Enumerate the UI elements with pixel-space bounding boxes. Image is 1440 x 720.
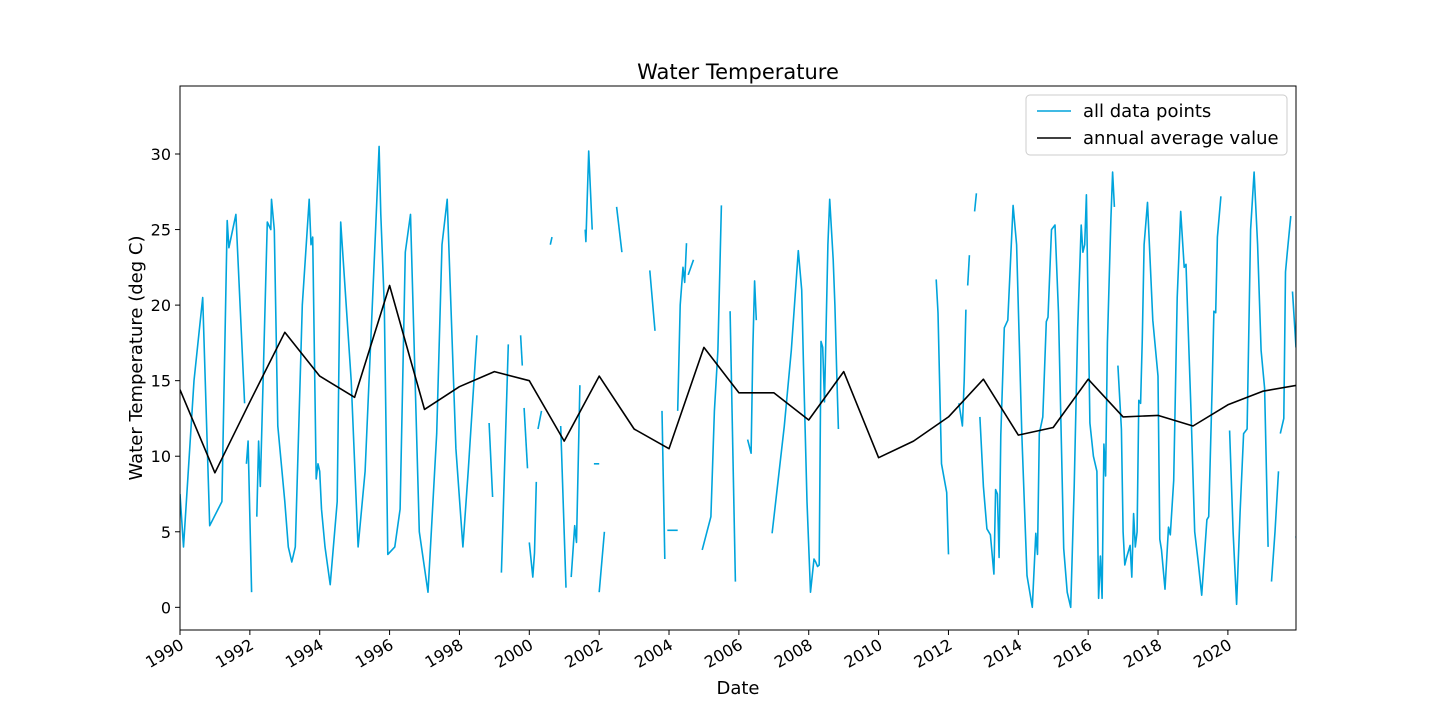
- series-all-data-points-line: [746, 280, 758, 455]
- series-annual-average-line: [180, 284, 1296, 474]
- x-tick-label: 1994: [282, 635, 327, 672]
- series-all-data-points-line: [729, 311, 737, 582]
- y-axis: 0 5 10 15 20 25 30: [151, 145, 180, 617]
- chart-title: Water Temperature: [637, 60, 839, 84]
- x-tick-label: 2006: [701, 635, 746, 672]
- x-tick-label: 2018: [1120, 635, 1165, 672]
- legend: all data points annual average value: [1025, 94, 1288, 156]
- y-axis-title: Water Temperature (deg C): [126, 236, 147, 481]
- series-all-data-points-line: [519, 335, 524, 366]
- series-all-data-points-line: [615, 206, 623, 253]
- series-all-data-points-line: [523, 407, 529, 469]
- y-tick-label: 10: [151, 447, 171, 466]
- series-all-data-points-line: [537, 410, 543, 430]
- series-all-data-points-line: [958, 309, 967, 427]
- series-all-data-points-line: [979, 171, 1116, 609]
- y-tick-label: 15: [151, 372, 171, 391]
- x-tick-label: 1992: [212, 635, 257, 672]
- series-all-data-points-line: [528, 481, 538, 578]
- series-all-data-points-line: [687, 259, 695, 276]
- series-all-data-points-line: [598, 531, 606, 593]
- x-tick-label: 2008: [771, 635, 816, 672]
- series-all-data-points-line: [245, 440, 253, 593]
- series-all-data-points-line: [1117, 196, 1222, 597]
- x-tick-label: 2004: [631, 635, 676, 672]
- series-all-data-points-line: [584, 150, 593, 243]
- y-tick-label: 5: [161, 523, 171, 542]
- plot-series: [180, 145, 1296, 609]
- series-all-data-points-line: [701, 205, 723, 551]
- y-tick-label: 25: [151, 221, 171, 240]
- series-all-data-points-line: [966, 255, 971, 286]
- y-tick-label: 20: [151, 296, 171, 315]
- series-all-data-points-line: [559, 425, 567, 588]
- plot-frame: [179, 85, 1297, 631]
- x-tick-label: 2020: [1190, 635, 1235, 672]
- series-all-data-points-line: [1270, 471, 1280, 582]
- x-axis: 1990 1992 1994 1996 1998 2000 2002 2004 2006 2008…: [142, 630, 1235, 672]
- series-all-data-points-line: [256, 145, 478, 594]
- series-all-data-points-line: [1279, 215, 1292, 434]
- series-all-data-points-line: [676, 243, 688, 411]
- x-tick-label: 2010: [841, 635, 886, 672]
- series-all-data-points-line: [570, 385, 581, 578]
- x-tick-label: 1996: [352, 635, 397, 672]
- x-axis-title: Date: [716, 678, 759, 699]
- series-all-data-points-line: [935, 279, 950, 555]
- legend-box: [1025, 94, 1288, 156]
- legend-label-all-data-points: all data points: [1083, 101, 1211, 122]
- x-tick-label: 2012: [911, 635, 956, 672]
- series-all-data-points-line: [973, 193, 978, 212]
- x-tick-label: 2000: [492, 635, 537, 672]
- x-tick-label: 2016: [1050, 635, 1095, 672]
- series-all-data-points-line: [1295, 536, 1296, 543]
- series-all-data-points-line: [1228, 171, 1269, 606]
- series-all-data-points-line: [180, 213, 246, 548]
- y-tick-label: 30: [151, 145, 171, 164]
- series-all-data-points-line: [1291, 291, 1296, 348]
- series-all-data-points-line: [549, 236, 553, 245]
- series-all-data-points-line: [649, 270, 656, 331]
- y-tick-label: 0: [161, 598, 171, 617]
- series-all-data-points-line: [771, 198, 840, 594]
- series-all-data-points-line: [488, 422, 494, 498]
- x-tick-label: 2002: [561, 635, 606, 672]
- x-tick-label: 1998: [422, 635, 467, 672]
- series-all-data-points-line: [500, 344, 510, 573]
- series-all-data-points-line: [661, 410, 666, 560]
- legend-label-annual-average: annual average value: [1083, 128, 1279, 149]
- x-tick-label: 1990: [142, 635, 187, 672]
- x-tick-label: 2014: [981, 635, 1026, 672]
